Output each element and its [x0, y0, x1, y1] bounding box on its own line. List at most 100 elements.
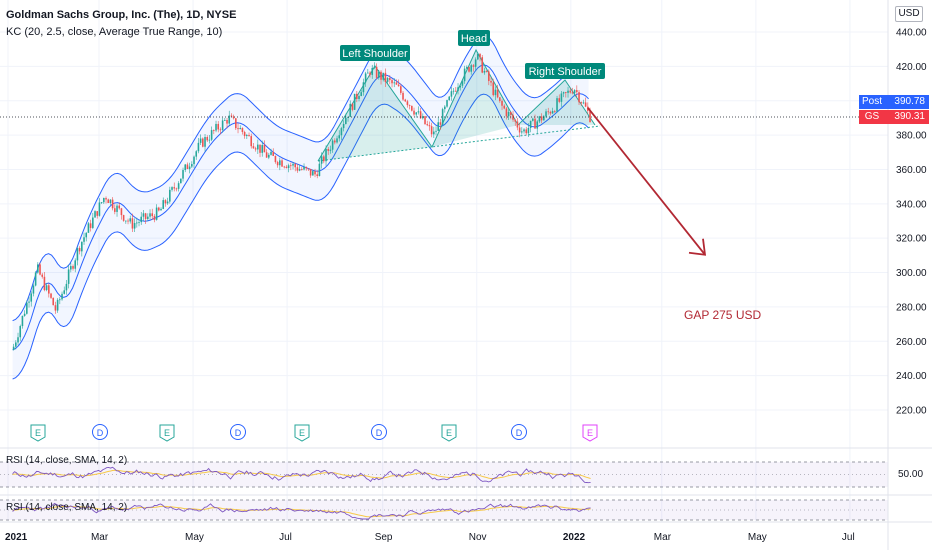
candle-body: [226, 120, 228, 124]
x-tick-label: Nov: [469, 532, 487, 543]
right-shoulder-label-text: Right Shoulder: [529, 66, 602, 78]
candle-body: [81, 241, 83, 252]
neckline: [317, 125, 601, 162]
marker-letter: E: [164, 428, 170, 438]
candle-body: [428, 125, 431, 127]
marker-shape: [30, 424, 46, 442]
candle-body: [292, 163, 294, 166]
candle-body: [371, 67, 374, 75]
candle-body: [455, 90, 457, 92]
candle-body: [248, 135, 250, 137]
candle-body: [386, 77, 389, 82]
rsi-1-legend: RSI (14, close, SMA, 14, 2): [6, 455, 128, 466]
candle-body: [510, 112, 512, 115]
post-tag-label: Post: [861, 96, 882, 107]
candle-body: [369, 72, 371, 75]
candle-body: [424, 116, 426, 125]
candle-body: [364, 73, 367, 83]
candle-body: [356, 93, 358, 99]
candle-body: [413, 110, 415, 115]
candle-body: [389, 77, 391, 81]
candle-body: [116, 205, 118, 212]
candle-body: [37, 264, 39, 273]
x-tick-label: Jul: [279, 532, 292, 543]
candle-body: [28, 301, 30, 303]
rsi-line: [12, 502, 591, 520]
candle-body: [74, 260, 77, 269]
marker-letter: E: [35, 428, 41, 438]
candle-body: [270, 151, 272, 155]
candle-body: [360, 92, 363, 97]
dividend-marker: D: [92, 424, 108, 440]
candle-body: [191, 164, 193, 167]
candle-body: [243, 132, 246, 137]
candle-body: [261, 145, 264, 153]
candle-body: [532, 118, 534, 121]
candle-body: [382, 72, 385, 80]
y-tick-label: 340.00: [896, 199, 927, 210]
candle-body: [160, 208, 162, 211]
candle-body: [32, 285, 35, 294]
candle-body: [230, 115, 233, 117]
candle-body: [166, 201, 169, 204]
keltner-upper-band: [12, 35, 589, 322]
y-tick-label: 380.00: [896, 131, 927, 142]
candle-body: [89, 223, 92, 228]
candle-body: [463, 68, 466, 82]
candle-body: [149, 213, 151, 217]
candle-body: [384, 72, 387, 82]
candle-body: [138, 222, 140, 223]
marker-letter: E: [446, 428, 452, 438]
candle-body: [336, 138, 338, 143]
candle-body: [158, 207, 160, 211]
candle-body: [320, 156, 323, 164]
candle-body: [316, 174, 319, 177]
candle-body: [402, 92, 404, 100]
candle-body: [287, 165, 290, 169]
dividend-marker: D: [371, 424, 387, 440]
candle-body: [140, 216, 143, 223]
candle-body: [380, 71, 382, 80]
marker-letter: D: [516, 428, 523, 438]
earnings-marker: E: [582, 424, 598, 442]
marker-shape: [159, 424, 175, 442]
candle-body: [468, 67, 470, 72]
y-tick-label: 220.00: [896, 406, 927, 417]
candle-body: [276, 162, 279, 166]
candle-body: [309, 168, 312, 176]
marker-shape: [511, 424, 527, 440]
candle-body: [19, 326, 22, 338]
gs-tag-label: GS: [864, 111, 880, 122]
candle-body: [408, 105, 411, 106]
candle-body: [208, 139, 211, 141]
candle-body: [582, 102, 585, 104]
candle-body: [439, 122, 442, 125]
gap-annotation[interactable]: GAP 275 USD: [684, 308, 762, 322]
candle-body: [560, 93, 563, 102]
candle-body: [241, 128, 244, 133]
candle-body: [323, 156, 325, 162]
y-tick-label: 260.00: [896, 337, 927, 348]
candle-body: [340, 128, 343, 136]
candle-body: [186, 164, 189, 170]
candle-body: [155, 207, 158, 220]
candle-body: [393, 82, 396, 84]
candle-body: [578, 92, 580, 103]
y-tick-label: 440.00: [896, 28, 927, 39]
candle-body: [21, 315, 24, 327]
projection-arrow[interactable]: [587, 107, 707, 256]
candle-body: [573, 90, 576, 94]
marker-letter: E: [587, 428, 593, 438]
head-area: [432, 50, 518, 147]
candle-body: [252, 146, 255, 149]
candle-body: [142, 213, 145, 217]
grid-lines: [0, 0, 888, 522]
candle-body: [345, 117, 347, 125]
gs-tag-value: 390.31: [894, 111, 925, 122]
candle-body: [197, 142, 200, 152]
candle-body: [103, 197, 105, 203]
candle-body: [400, 86, 402, 93]
keltner-middle-line: [12, 64, 589, 351]
currency-button[interactable]: USD: [895, 6, 923, 22]
